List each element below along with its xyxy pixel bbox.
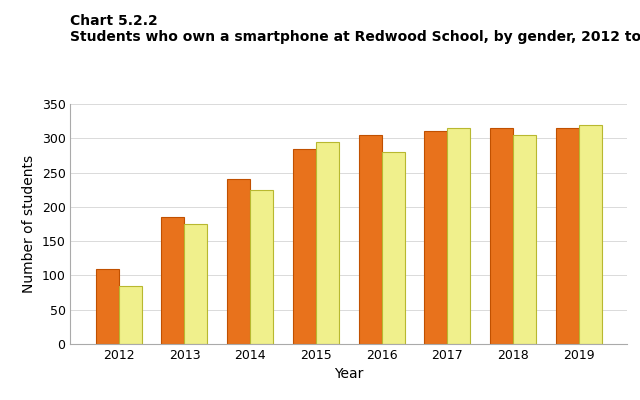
- Bar: [381, 152, 404, 344]
- Bar: [358, 135, 381, 344]
- Bar: [316, 142, 339, 344]
- Bar: [161, 217, 184, 344]
- Bar: [490, 128, 513, 344]
- Y-axis label: Number of students: Number of students: [22, 155, 36, 293]
- Bar: [227, 180, 250, 344]
- Text: Students who own a smartphone at Redwood School, by gender, 2012 to 2019: Students who own a smartphone at Redwood…: [70, 30, 640, 44]
- X-axis label: Year: Year: [334, 368, 364, 382]
- Bar: [96, 268, 118, 344]
- Bar: [579, 124, 602, 344]
- Bar: [424, 132, 447, 344]
- Bar: [293, 148, 316, 344]
- Bar: [513, 135, 536, 344]
- Bar: [250, 190, 273, 344]
- Text: Chart 5.2.2: Chart 5.2.2: [70, 14, 158, 28]
- Bar: [447, 128, 470, 344]
- Bar: [556, 128, 579, 344]
- Bar: [184, 224, 207, 344]
- Bar: [118, 286, 141, 344]
